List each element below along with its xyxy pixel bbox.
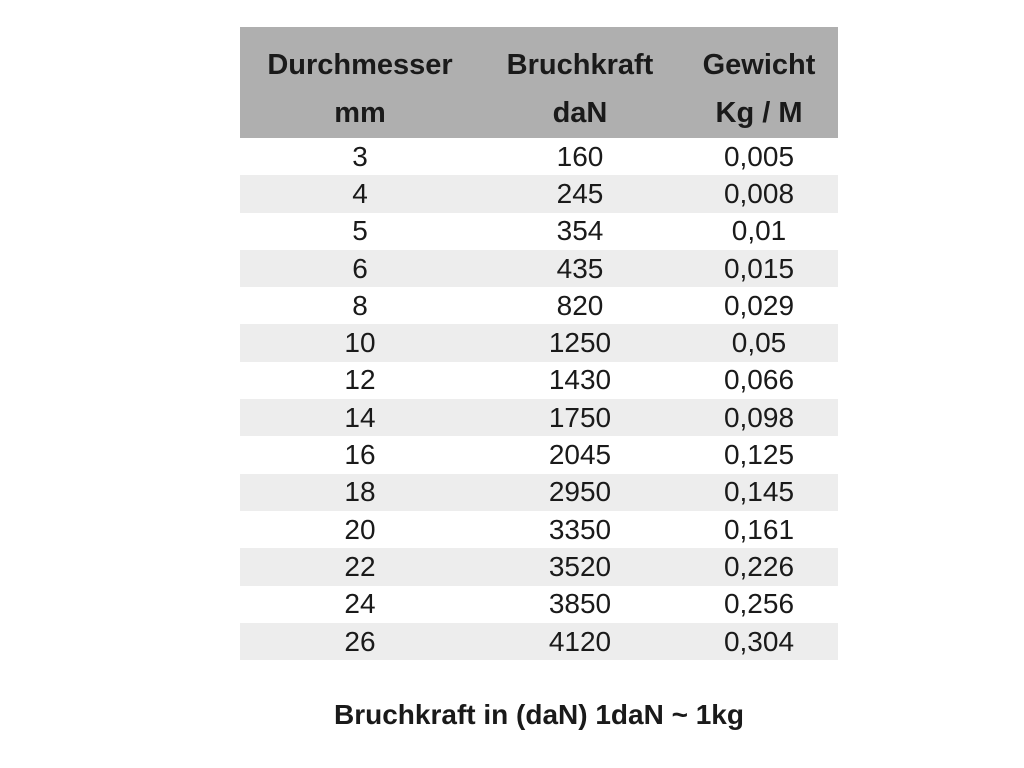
cell-bruchkraft: 245 [556, 177, 604, 209]
cell-durchmesser: 24 [344, 588, 376, 620]
table-row: 12 1430 0,066 [240, 362, 838, 399]
cell-bruchkraft: 3850 [548, 588, 612, 620]
table-body: 3 160 0,005 4 245 0,008 5 354 0,01 6 435 0,015 8 820 0… [240, 138, 838, 661]
cell-bruchkraft: 2950 [548, 476, 612, 508]
table-header: Durchmesser Bruchkraft Gewicht mm daN Kg… [240, 27, 838, 138]
cell-gewicht: 0,226 [723, 550, 795, 582]
column-header-bruchkraft: Bruchkraft [506, 48, 654, 81]
cell-bruchkraft: 435 [556, 252, 604, 284]
cell-gewicht: 0,015 [723, 252, 795, 284]
cell-gewicht: 0,008 [723, 177, 795, 209]
cell-durchmesser: 12 [344, 364, 376, 396]
column-header-durchmesser: Durchmesser [267, 48, 453, 81]
cell-gewicht: 0,05 [731, 327, 787, 359]
cell-bruchkraft: 2045 [548, 439, 612, 471]
table-row: 4 245 0,008 [240, 175, 838, 213]
cell-durchmesser: 14 [344, 401, 376, 433]
table-row: 24 3850 0,256 [240, 586, 838, 623]
table-row: 18 2950 0,145 [240, 473, 838, 511]
table-row: 5 354 0,01 [240, 213, 838, 250]
table-row: 16 2045 0,125 [240, 436, 838, 473]
cell-bruchkraft: 1750 [548, 401, 612, 433]
table-row: 10 1250 0,05 [240, 324, 838, 362]
table-row: 14 1750 0,098 [240, 399, 838, 437]
cell-durchmesser: 10 [344, 327, 376, 359]
cell-bruchkraft: 4120 [548, 625, 612, 657]
spec-table: Durchmesser Bruchkraft Gewicht mm daN Kg… [240, 27, 838, 661]
column-unit-gewicht: Kg / M [715, 97, 803, 129]
cell-gewicht: 0,304 [723, 625, 795, 657]
cell-durchmesser: 18 [344, 476, 376, 508]
table-row: 26 4120 0,304 [240, 622, 838, 661]
table-row: 6 435 0,015 [240, 249, 838, 288]
table-row: 8 820 0,029 [240, 287, 838, 324]
cell-durchmesser: 20 [344, 513, 376, 545]
cell-durchmesser: 16 [344, 439, 376, 471]
cell-gewicht: 0,125 [723, 439, 795, 471]
cell-durchmesser: 8 [352, 289, 368, 321]
cell-gewicht: 0,161 [723, 513, 795, 545]
cell-gewicht: 0,066 [723, 364, 795, 396]
cell-gewicht: 0,145 [723, 476, 795, 508]
cell-durchmesser: 5 [352, 215, 368, 247]
cell-bruchkraft: 1250 [548, 327, 612, 359]
cell-gewicht: 0,01 [731, 215, 787, 247]
cell-durchmesser: 4 [352, 177, 368, 209]
cell-durchmesser: 3 [352, 140, 368, 172]
cell-gewicht: 0,005 [723, 140, 795, 172]
cell-bruchkraft: 160 [556, 140, 604, 172]
cell-durchmesser: 6 [352, 252, 368, 284]
column-unit-bruchkraft: daN [552, 97, 608, 129]
cell-gewicht: 0,029 [723, 289, 795, 321]
cell-durchmesser: 26 [344, 625, 376, 657]
cell-bruchkraft: 3520 [548, 550, 612, 582]
footer-note: Bruchkraft in (daN) 1daN ~ 1kg [334, 699, 744, 730]
cell-bruchkraft: 1430 [548, 364, 612, 396]
cell-gewicht: 0,256 [723, 588, 795, 620]
cell-durchmesser: 22 [344, 550, 376, 582]
table-row: 22 3520 0,226 [240, 548, 838, 586]
column-header-gewicht: Gewicht [702, 48, 816, 81]
cell-bruchkraft: 354 [556, 215, 604, 247]
table-row: 20 3350 0,161 [240, 511, 838, 548]
table-row: 3 160 0,005 [240, 138, 838, 175]
cell-bruchkraft: 3350 [548, 513, 612, 545]
cell-bruchkraft: 820 [556, 289, 604, 321]
cell-gewicht: 0,098 [723, 401, 795, 433]
column-unit-durchmesser: mm [334, 97, 386, 129]
